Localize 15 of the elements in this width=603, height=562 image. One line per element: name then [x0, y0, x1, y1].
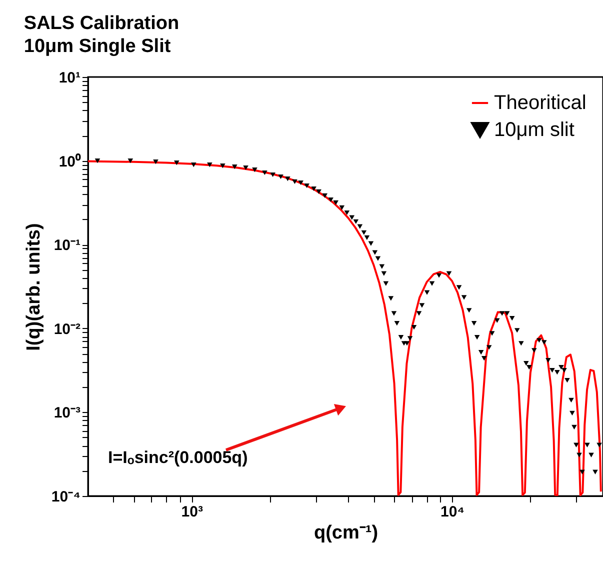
y-tick-label: 10⁻²	[54, 320, 80, 338]
legend-label: 10μm slit	[494, 119, 575, 141]
y-tick-label: 10⁻¹	[54, 237, 80, 254]
chart-subtitle: 10μm Single Slit	[24, 36, 172, 57]
legend-label: Theoritical	[494, 92, 586, 114]
y-tick-label: 10⁰	[58, 152, 82, 170]
y-tick-label: 10¹	[58, 70, 80, 86]
y-axis-title: I(q)(arb. units)	[23, 223, 44, 351]
y-tick-label: 10⁻³	[54, 404, 80, 422]
annotation: I=Iₒsinc²(0.0005q)	[108, 448, 248, 467]
x-tick-label: 10³	[181, 504, 203, 520]
x-tick-label: 10⁴	[440, 504, 465, 520]
x-axis-title: q(cm⁻¹)	[314, 522, 378, 544]
y-tick-label: 10⁻⁴	[51, 488, 80, 506]
chart-title: SALS Calibration	[24, 13, 180, 34]
